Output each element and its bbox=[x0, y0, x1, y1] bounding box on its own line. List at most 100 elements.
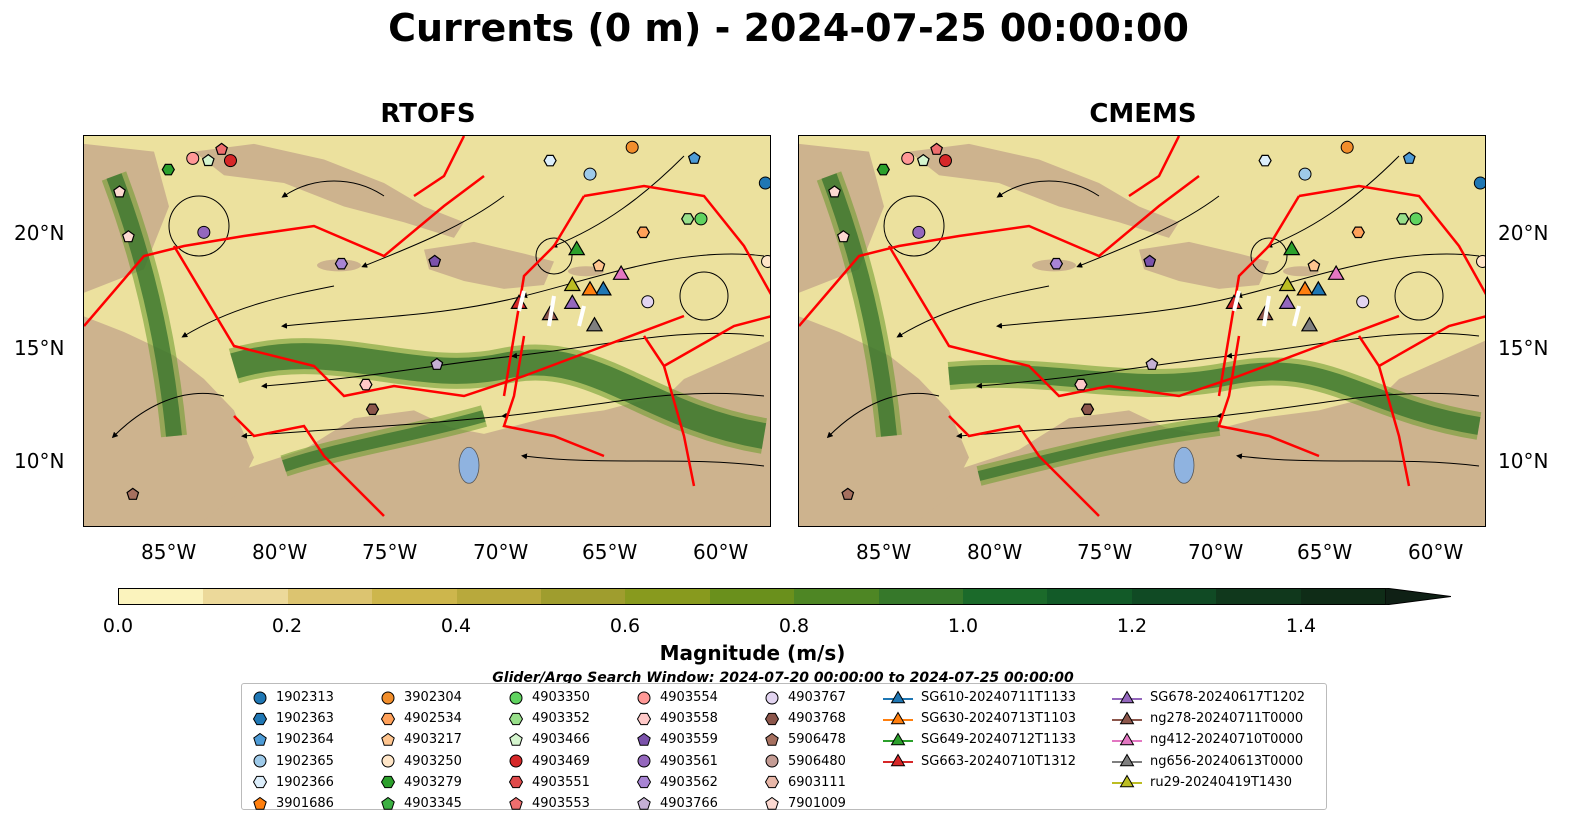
legend-item: 4903559 bbox=[636, 729, 718, 750]
triangle-icon bbox=[1112, 732, 1142, 746]
glider-marker-sg610 bbox=[594, 280, 612, 296]
legend-label: 4903553 bbox=[532, 796, 590, 812]
eez-boundary bbox=[1357, 335, 1411, 487]
glider-marker-ng412 bbox=[1327, 264, 1345, 280]
eez-boundary bbox=[1298, 184, 1485, 295]
legend-label: 4903250 bbox=[404, 753, 462, 769]
legend-label: 4903558 bbox=[660, 711, 718, 727]
land-south-america bbox=[285, 356, 770, 526]
legend-label: 1902313 bbox=[276, 690, 334, 706]
legend-item: 3902304 bbox=[380, 687, 462, 708]
triangle-icon bbox=[883, 690, 913, 703]
legend-column-2: 3902304 4902534 4903217 4903250 4903279 49033… bbox=[380, 687, 462, 814]
eez-boundary bbox=[1128, 136, 1181, 198]
land-hispaniola bbox=[424, 241, 554, 289]
float-marker-3902304 bbox=[625, 140, 639, 154]
legend-item: SG649-20240712T1133 bbox=[883, 729, 1076, 750]
float-marker-4903469 bbox=[223, 154, 237, 168]
legend-item: 4903250 bbox=[380, 751, 462, 772]
float-marker-1902313 bbox=[1473, 176, 1485, 190]
streamline bbox=[826, 392, 940, 439]
pentagon-icon bbox=[509, 732, 523, 746]
colorbar-extend-arrow bbox=[1385, 588, 1451, 605]
legend-item: 4903766 bbox=[636, 793, 718, 814]
lon-tick-60w-left: 60°W bbox=[693, 540, 749, 564]
colorbar-bin bbox=[963, 589, 1048, 604]
float-marker-4903352 bbox=[1396, 213, 1410, 225]
circle-icon bbox=[509, 754, 523, 768]
colorbar-bin bbox=[203, 589, 288, 604]
float-marker-1902313 bbox=[758, 176, 770, 190]
eez-boundary bbox=[1217, 195, 1301, 397]
legend-label: 6903111 bbox=[788, 774, 846, 790]
glider-track bbox=[1232, 290, 1241, 312]
glider-track bbox=[577, 305, 586, 327]
eez-boundary bbox=[172, 245, 685, 398]
float-marker-4903561 bbox=[912, 225, 926, 239]
legend-item: 4902534 bbox=[380, 708, 462, 729]
legend-label: ng412-20240710T0000 bbox=[1150, 732, 1304, 748]
colorbar-bin bbox=[625, 589, 710, 604]
float-marker-5906478 bbox=[841, 487, 855, 500]
colorbar bbox=[118, 588, 1386, 605]
float-marker-1902366 bbox=[1258, 154, 1272, 167]
legend-label: 4903767 bbox=[788, 690, 846, 706]
triangle-icon bbox=[883, 753, 913, 767]
glider-track bbox=[1292, 305, 1301, 327]
eez-boundary bbox=[84, 175, 485, 327]
lake-maracaibo bbox=[1173, 446, 1195, 484]
legend-item: ng278-20240711T0000 bbox=[1112, 708, 1305, 729]
colorbar-tick-0-0: 0.0 bbox=[102, 615, 134, 637]
lon-tick-65w-right: 65°W bbox=[1297, 540, 1353, 564]
glider-marker-sg678 bbox=[563, 294, 581, 309]
streamline bbox=[896, 285, 1050, 338]
legend-label: 4903766 bbox=[660, 796, 718, 812]
glider-marker-sg610 bbox=[1309, 280, 1327, 296]
float-marker-3902304 bbox=[1340, 140, 1354, 154]
circle-icon bbox=[253, 754, 267, 768]
glider-marker-sg649 bbox=[568, 240, 586, 256]
map-rtofs[interactable] bbox=[83, 135, 771, 527]
legend-label: 4903279 bbox=[404, 774, 462, 790]
legend-label: SG663-20240710T1312 bbox=[921, 753, 1077, 769]
pentagon-icon bbox=[381, 796, 395, 810]
land-south-america bbox=[1000, 356, 1485, 526]
glider-marker-sg630 bbox=[1296, 280, 1314, 296]
glider-marker-sg678 bbox=[1278, 294, 1296, 309]
pentagon-icon bbox=[253, 732, 267, 746]
float-marker-4903469 bbox=[938, 154, 952, 168]
triangle-icon bbox=[1112, 690, 1142, 703]
eez-boundary bbox=[1378, 315, 1485, 368]
pentagon-icon bbox=[509, 796, 523, 810]
eddy-streamline bbox=[883, 195, 945, 257]
streamline bbox=[361, 195, 505, 268]
eez-boundary bbox=[887, 245, 1400, 398]
circle-icon bbox=[637, 691, 651, 705]
hexagon-icon bbox=[508, 776, 524, 789]
eez-boundary bbox=[502, 195, 586, 397]
float-marker-7901009 bbox=[828, 185, 841, 198]
pentagon-icon bbox=[765, 796, 779, 810]
legend-label: 5906480 bbox=[788, 753, 846, 769]
legend-item: 4903562 bbox=[636, 772, 718, 793]
float-marker-4903553 bbox=[215, 142, 229, 155]
land-hispaniola bbox=[1139, 241, 1269, 289]
map-cmems[interactable] bbox=[798, 135, 1486, 527]
legend-item: 4903554 bbox=[636, 687, 718, 708]
float-marker-4903559 bbox=[1143, 254, 1157, 267]
float-marker-4903250 bbox=[1476, 254, 1485, 268]
lat-tick-20n-left: 20°N bbox=[14, 221, 65, 245]
streamline bbox=[956, 392, 1480, 439]
eez-boundary bbox=[1217, 335, 1320, 458]
legend-label: 4903551 bbox=[532, 774, 590, 790]
streamline bbox=[281, 180, 385, 198]
legend-item: 3901686 bbox=[252, 793, 334, 814]
colorbar-bin bbox=[794, 589, 879, 604]
colorbar-bin bbox=[287, 589, 373, 604]
map-canvas bbox=[799, 136, 1485, 526]
hexagon-icon bbox=[636, 776, 652, 789]
colorbar-tick-1-2: 1.2 bbox=[1116, 615, 1148, 637]
legend-item: 4903553 bbox=[508, 793, 590, 814]
high-current-band bbox=[821, 173, 897, 437]
legend-item: 1902364 bbox=[252, 729, 334, 750]
